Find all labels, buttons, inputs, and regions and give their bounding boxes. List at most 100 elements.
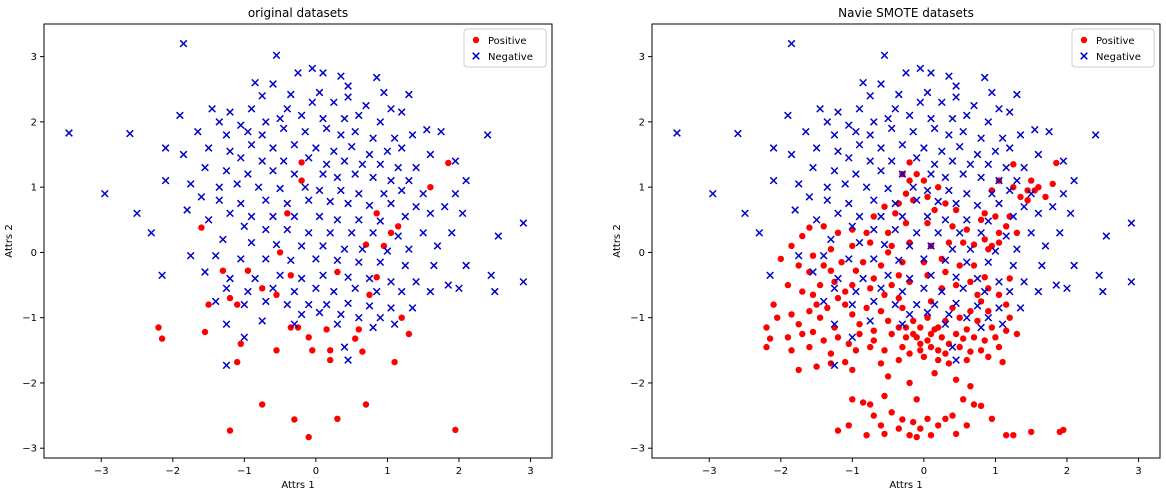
negative-point — [898, 287, 907, 296]
positive-point — [806, 343, 813, 351]
negative-point — [1002, 163, 1011, 172]
positive-point — [927, 330, 935, 338]
negative-point — [708, 189, 717, 198]
positive-point — [809, 328, 817, 336]
positive-point — [877, 422, 885, 429]
negative-point — [186, 180, 195, 188]
positive-point — [899, 343, 906, 351]
positive-point — [305, 334, 312, 341]
negative-point — [519, 219, 528, 227]
positive-point — [359, 348, 366, 355]
negative-point — [952, 299, 960, 308]
positive-point — [1028, 177, 1035, 184]
negative-point — [980, 73, 989, 82]
negative-point — [934, 197, 943, 206]
positive-point — [924, 193, 931, 201]
negative-point — [912, 228, 921, 237]
negative-point — [376, 313, 385, 322]
negative-point — [247, 212, 256, 221]
y-axis-label: Attrs 2 — [612, 224, 623, 257]
negative-point — [1020, 202, 1028, 211]
negative-point — [962, 215, 971, 224]
negative-point — [1045, 127, 1053, 136]
negative-point — [419, 228, 428, 237]
negative-point — [301, 127, 310, 136]
positive-point — [395, 223, 402, 230]
negative-point — [337, 131, 345, 139]
negative-point — [387, 104, 395, 113]
x-tick-label: −3 — [702, 466, 717, 477]
positive-point — [902, 334, 910, 341]
positive-point — [881, 203, 888, 210]
positive-point — [244, 267, 252, 274]
negative-point — [312, 284, 320, 293]
negative-point — [1055, 228, 1064, 237]
positive-point — [981, 337, 988, 344]
positive-point — [305, 433, 312, 441]
negative-point — [927, 242, 935, 250]
positive-point — [913, 396, 920, 403]
positive-point — [988, 415, 996, 422]
negative-point — [973, 150, 982, 159]
positive-point — [963, 226, 970, 233]
positive-point — [974, 317, 981, 325]
y-tick-label: 0 — [639, 248, 645, 259]
negative-point — [941, 320, 950, 329]
legend-box — [1071, 28, 1155, 68]
positive-point — [763, 343, 770, 351]
negative-point — [304, 153, 313, 162]
positive-point — [863, 432, 870, 439]
negative-point — [980, 287, 989, 296]
negative-point — [65, 129, 73, 137]
positive-point — [842, 301, 849, 308]
negative-point — [247, 104, 256, 113]
negative-point — [487, 271, 496, 280]
negative-point — [930, 300, 939, 309]
negative-point — [995, 104, 1003, 113]
positive-point — [906, 177, 913, 184]
negative-point — [419, 189, 428, 198]
negative-point — [401, 261, 410, 270]
positive-point — [799, 330, 806, 338]
negative-point — [959, 127, 968, 136]
negative-point — [290, 140, 299, 149]
negative-point — [898, 170, 907, 178]
negative-point — [447, 228, 456, 237]
negative-point — [247, 238, 256, 247]
negative-point — [794, 251, 803, 260]
positive-point — [945, 239, 953, 246]
negative-point — [791, 206, 799, 214]
positive-point — [924, 415, 931, 422]
negative-point — [887, 157, 896, 165]
positive-point — [827, 246, 835, 253]
positive-point — [1003, 301, 1010, 308]
positive-point — [927, 343, 935, 351]
negative-point — [877, 284, 885, 293]
negative-point — [269, 284, 277, 293]
positive-point — [452, 426, 459, 434]
chart-title: Navie SMOTE datasets — [838, 6, 974, 20]
positive-point — [977, 402, 985, 409]
negative-point — [905, 310, 914, 319]
positive-point — [888, 330, 895, 338]
negative-point — [326, 228, 335, 237]
negative-point — [952, 82, 960, 90]
chart-panel-2: −3 −2 −1 0 1 2 3 −3 −2 −1 0 1 2 3 Navie SMOTE datasets… — [612, 6, 1161, 491]
y-tick-label: 2 — [639, 117, 645, 128]
legend-marker-positive — [472, 36, 480, 44]
negative-point — [261, 255, 270, 263]
negative-point — [844, 121, 853, 130]
negative-point — [945, 131, 953, 139]
negative-point — [912, 196, 921, 205]
negative-point — [988, 88, 996, 97]
negative-point — [1009, 261, 1018, 270]
positive-point — [924, 219, 931, 227]
negative-point — [333, 173, 342, 182]
legend: Positive Negative — [1071, 28, 1155, 68]
positive-point — [935, 184, 942, 191]
negative-point — [766, 271, 774, 280]
positive-point — [445, 159, 452, 167]
negative-point — [927, 271, 935, 280]
positive-point — [391, 358, 398, 366]
y-tick-label: −3 — [22, 444, 37, 455]
